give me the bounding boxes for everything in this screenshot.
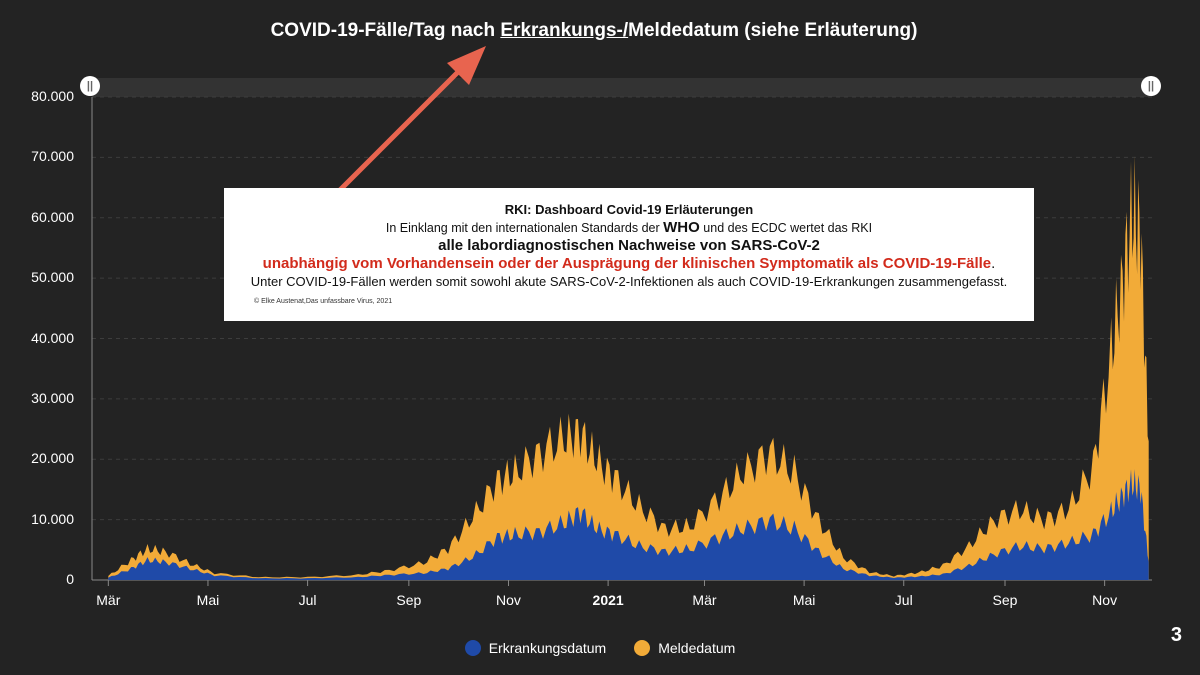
- x-tick-label: 2021: [592, 592, 624, 608]
- chart-title-prefix: COVID-19-Fälle/Tag nach: [270, 20, 501, 41]
- note-line-5: Unter COVID-19-Fällen werden somit sowoh…: [250, 274, 1008, 289]
- note-heading: RKI: Dashboard Covid-19 Erläuterungen: [504, 202, 754, 217]
- y-tick-label: 40.000: [31, 329, 74, 346]
- note-line-3: alle labordiagnostischen Nachweise von S…: [438, 237, 820, 254]
- y-tick-label: 20.000: [31, 450, 74, 467]
- legend-label-meldedatum: Meldedatum: [658, 640, 736, 656]
- y-tick-label: 60.000: [31, 208, 74, 225]
- range-handle-left[interactable]: ||: [80, 76, 100, 96]
- legend-swatch-meldedatum: [634, 640, 651, 656]
- legend-label-erkrankungsdatum: Erkrankungsdatum: [488, 640, 607, 656]
- range-handle-right[interactable]: ||: [1141, 76, 1161, 96]
- x-tick-label: Mai: [196, 592, 220, 608]
- chart-title: COVID-19-Fälle/Tag nach Erkrankungs-/Mel…: [0, 20, 1188, 42]
- series-meldedatum-area[interactable]: [108, 156, 1149, 580]
- legend-item-meldedatum[interactable]: Meldedatum: [634, 640, 735, 656]
- legend-item-erkrankungsdatum[interactable]: Erkrankungsdatum: [464, 640, 607, 656]
- x-tick-label: Mai: [792, 592, 816, 608]
- x-tick-label: Nov: [496, 592, 521, 608]
- page-number: 3: [1170, 624, 1182, 646]
- note-credit: © Elke Austenat,Das unfassbare Virus, 20…: [254, 298, 393, 305]
- legend-swatch-erkrankungsdatum: [464, 640, 481, 656]
- y-tick-label: 10.000: [31, 510, 74, 527]
- y-tick-label: 50.000: [31, 269, 74, 286]
- note-line-4: unabhängig vom Vorhandensein oder der Au…: [262, 255, 996, 272]
- x-tick-label: Mär: [692, 592, 717, 608]
- x-tick-label: Sep: [992, 592, 1018, 608]
- range-band[interactable]: [92, 78, 1152, 97]
- explanation-box: RKI: Dashboard Covid-19 Erläuterungen In…: [224, 188, 1034, 321]
- chart-title-suffix: Meldedatum (siehe Erläuterung): [628, 20, 918, 41]
- y-tick-label: 30.000: [31, 389, 74, 406]
- y-tick-label: 70.000: [31, 148, 74, 165]
- x-tick-label: Jul: [894, 592, 913, 608]
- series-erkrankungsdatum-area[interactable]: [108, 469, 1149, 580]
- annotation-arrowhead: [447, 46, 486, 85]
- note-line-2: In Einklang mit den internationalen Stan…: [385, 219, 873, 236]
- y-tick-label: 0: [66, 571, 74, 587]
- y-tick-label: 80.000: [31, 88, 74, 104]
- x-tick-label: Nov: [1092, 592, 1118, 608]
- x-tick-label: Jul: [298, 592, 317, 608]
- x-tick-label: Mär: [96, 592, 121, 608]
- chart-title-underlined: Erkrankungs-/: [500, 20, 629, 41]
- x-tick-label: Sep: [396, 592, 422, 608]
- legend: Erkrankungsdatum Meldedatum: [0, 640, 1200, 656]
